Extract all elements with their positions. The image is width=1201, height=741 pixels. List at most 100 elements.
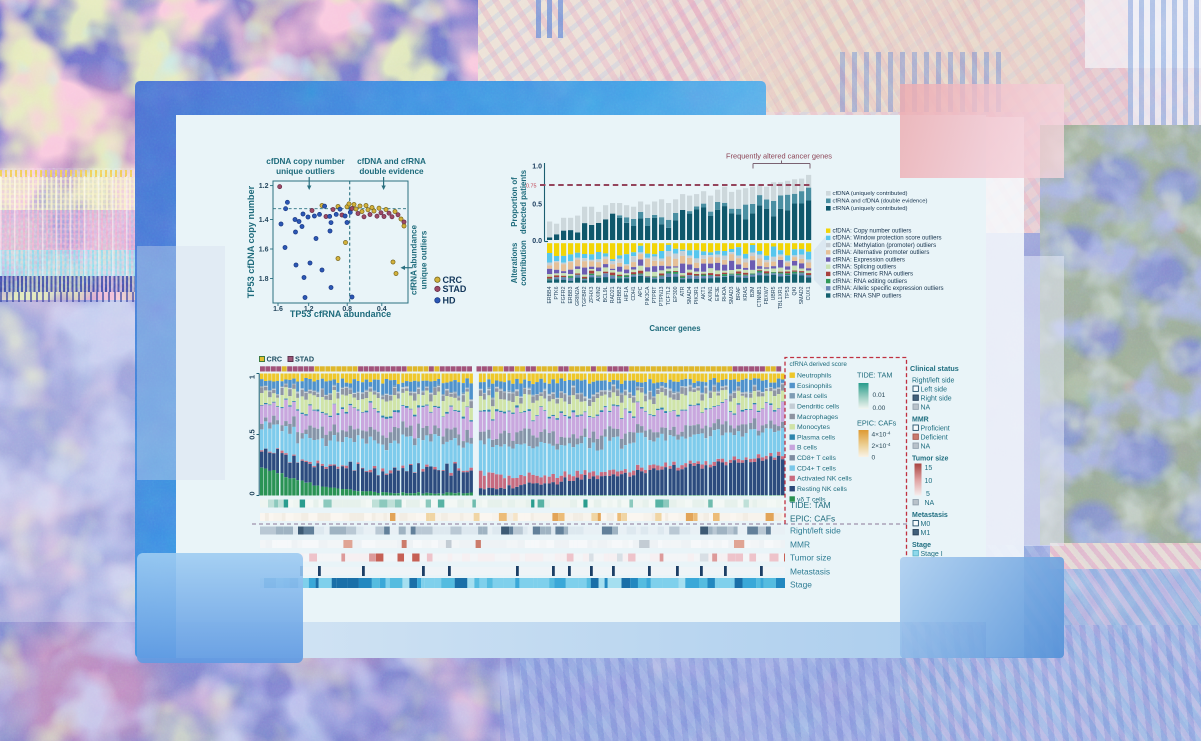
svg-text:SMAD4: SMAD4 bbox=[687, 286, 693, 304]
svg-text:cfDNA: Window protection score: cfDNA: Window protection score outliers bbox=[833, 235, 942, 242]
svg-text:1.2: 1.2 bbox=[259, 183, 269, 190]
svg-text:ERBB3: ERBB3 bbox=[568, 286, 574, 303]
svg-text:UBR5: UBR5 bbox=[771, 286, 777, 300]
svg-text:CTNNB1: CTNNB1 bbox=[757, 286, 763, 307]
svg-text:TGFBR2: TGFBR2 bbox=[582, 286, 588, 307]
svg-text:BRAF: BRAF bbox=[736, 287, 742, 301]
svg-text:APC: APC bbox=[638, 286, 644, 297]
svg-text:PIK3CA: PIK3CA bbox=[645, 286, 651, 305]
svg-text:cfRNA derived score: cfRNA derived score bbox=[790, 361, 848, 368]
svg-text:detected patients: detected patients bbox=[519, 169, 528, 234]
svg-text:Eosinophils: Eosinophils bbox=[797, 383, 832, 390]
svg-text:B cells: B cells bbox=[797, 445, 818, 452]
svg-text:Plasma cells: Plasma cells bbox=[797, 434, 836, 441]
svg-text:RAD21: RAD21 bbox=[610, 286, 616, 303]
svg-text:Stage I: Stage I bbox=[921, 551, 943, 558]
svg-text:Activated NK cells: Activated NK cells bbox=[797, 476, 852, 483]
svg-text:STAD: STAD bbox=[443, 284, 467, 294]
svg-text:2×10-4: 2×10-4 bbox=[872, 442, 891, 451]
svg-text:TCF7L2: TCF7L2 bbox=[666, 286, 672, 305]
svg-text:TP53 cfRNA abundance: TP53 cfRNA abundance bbox=[290, 309, 391, 319]
svg-text:AKT1: AKT1 bbox=[701, 286, 707, 299]
svg-text:cfRNA: Alternative promoter ou: cfRNA: Alternative promoter outliers bbox=[833, 249, 930, 256]
svg-text:B2M: B2M bbox=[750, 287, 756, 298]
svg-text:cfRNA: Expression outliers: cfRNA: Expression outliers bbox=[833, 256, 905, 263]
svg-text:cfDNA: Methylation (promoter): cfDNA: Methylation (promoter) outliers bbox=[833, 242, 937, 249]
svg-text:cfRNA abundance: cfRNA abundance bbox=[410, 224, 419, 295]
svg-text:FGFR2: FGFR2 bbox=[561, 286, 567, 303]
svg-text:TIDE: TAM: TIDE: TAM bbox=[857, 371, 892, 380]
svg-text:Stage: Stage bbox=[912, 542, 931, 549]
svg-text:1.2: 1.2 bbox=[304, 306, 314, 313]
svg-text:FBXW7: FBXW7 bbox=[764, 286, 770, 304]
svg-text:Mast cells: Mast cells bbox=[797, 393, 828, 400]
svg-text:CDH1: CDH1 bbox=[631, 286, 637, 300]
svg-text:NA: NA bbox=[921, 443, 931, 450]
svg-text:EPIC: CAFs: EPIC: CAFs bbox=[790, 514, 835, 524]
svg-text:Right side: Right side bbox=[921, 395, 952, 402]
svg-text:Macrophages: Macrophages bbox=[797, 414, 839, 421]
svg-text:CRC: CRC bbox=[267, 355, 283, 364]
svg-text:TBL1XR1: TBL1XR1 bbox=[778, 286, 784, 309]
svg-text:QKI: QKI bbox=[792, 287, 798, 296]
svg-text:1.0: 1.0 bbox=[532, 164, 542, 171]
svg-text:4×10-4: 4×10-4 bbox=[872, 430, 891, 439]
svg-text:HD: HD bbox=[443, 295, 456, 305]
svg-text:Resting NK cells: Resting NK cells bbox=[797, 486, 847, 493]
svg-text:CUX1: CUX1 bbox=[806, 286, 812, 300]
svg-text:ERBB4: ERBB4 bbox=[547, 286, 553, 303]
svg-text:SMAD2: SMAD2 bbox=[799, 286, 805, 304]
svg-text:Alterations: Alterations bbox=[510, 242, 519, 283]
svg-text:5: 5 bbox=[926, 491, 930, 498]
svg-text:0.5: 0.5 bbox=[248, 429, 257, 439]
svg-text:cfRNA: RNA editing outliers: cfRNA: RNA editing outliers bbox=[833, 278, 908, 285]
svg-text:0.5: 0.5 bbox=[532, 202, 542, 209]
svg-text:STAD: STAD bbox=[295, 355, 314, 364]
svg-text:EP300: EP300 bbox=[673, 286, 679, 302]
svg-text:cfRNA: Chimeric RNA outliers: cfRNA: Chimeric RNA outliers bbox=[833, 271, 914, 278]
svg-text:0.01: 0.01 bbox=[873, 392, 886, 399]
svg-text:cfRNA (uniquely contributed): cfRNA (uniquely contributed) bbox=[833, 206, 908, 212]
svg-text:0.8: 0.8 bbox=[342, 306, 352, 313]
svg-text:Tumor size: Tumor size bbox=[912, 456, 949, 463]
svg-text:PTPN13: PTPN13 bbox=[659, 286, 665, 306]
svg-text:MMR: MMR bbox=[790, 540, 810, 550]
svg-text:0.00: 0.00 bbox=[873, 405, 886, 412]
svg-text:Right/left side: Right/left side bbox=[912, 378, 955, 385]
svg-text:1.8: 1.8 bbox=[259, 276, 269, 283]
svg-text:M0: M0 bbox=[921, 521, 931, 528]
svg-text:0: 0 bbox=[248, 491, 257, 495]
svg-text:Deficient: Deficient bbox=[921, 434, 948, 441]
svg-text:ATR: ATR bbox=[680, 286, 686, 296]
svg-text:CD4+ T cells: CD4+ T cells bbox=[797, 465, 836, 472]
svg-text:Metastasis: Metastasis bbox=[912, 512, 948, 519]
svg-text:Monocytes: Monocytes bbox=[797, 424, 830, 431]
svg-text:cfRNA: Allelic specific expres: cfRNA: Allelic specific expression outli… bbox=[833, 285, 944, 292]
svg-text:Left side: Left side bbox=[921, 386, 948, 393]
svg-text:cfDNA and cfRNA: cfDNA and cfRNA bbox=[357, 157, 426, 166]
svg-text:Tumor size: Tumor size bbox=[790, 553, 831, 563]
svg-text:ZFHX3: ZFHX3 bbox=[589, 286, 595, 303]
svg-text:cfDNA: Copy number outliers: cfDNA: Copy number outliers bbox=[833, 228, 912, 235]
svg-text:unique outliers: unique outliers bbox=[276, 167, 335, 176]
svg-text:0.4: 0.4 bbox=[377, 306, 387, 313]
svg-text:TIDE: TAM: TIDE: TAM bbox=[790, 500, 831, 510]
svg-text:CD8+ T cells: CD8+ T cells bbox=[797, 455, 836, 462]
svg-text:1: 1 bbox=[248, 375, 257, 379]
svg-text:NA: NA bbox=[925, 500, 935, 507]
svg-text:PIK3R1: PIK3R1 bbox=[694, 286, 700, 304]
svg-text:EIF3E: EIF3E bbox=[715, 286, 721, 301]
svg-text:1.6: 1.6 bbox=[259, 246, 269, 253]
svg-text:PTPRT: PTPRT bbox=[652, 286, 658, 304]
svg-text:GRIN2A: GRIN2A bbox=[575, 286, 581, 306]
svg-text:15: 15 bbox=[925, 465, 933, 472]
svg-text:AXIN2: AXIN2 bbox=[596, 286, 602, 301]
svg-text:TP53: TP53 bbox=[785, 286, 791, 299]
svg-text:HIF1A: HIF1A bbox=[624, 286, 630, 301]
svg-text:Proportion of: Proportion of bbox=[510, 177, 519, 227]
svg-text:Clinical status: Clinical status bbox=[910, 364, 959, 373]
svg-text:unique outliers: unique outliers bbox=[420, 230, 429, 289]
svg-text:NA: NA bbox=[921, 404, 931, 411]
svg-text:cfRNA: Splicing outliers: cfRNA: Splicing outliers bbox=[833, 264, 897, 271]
svg-text:Neutrophils: Neutrophils bbox=[797, 373, 832, 380]
